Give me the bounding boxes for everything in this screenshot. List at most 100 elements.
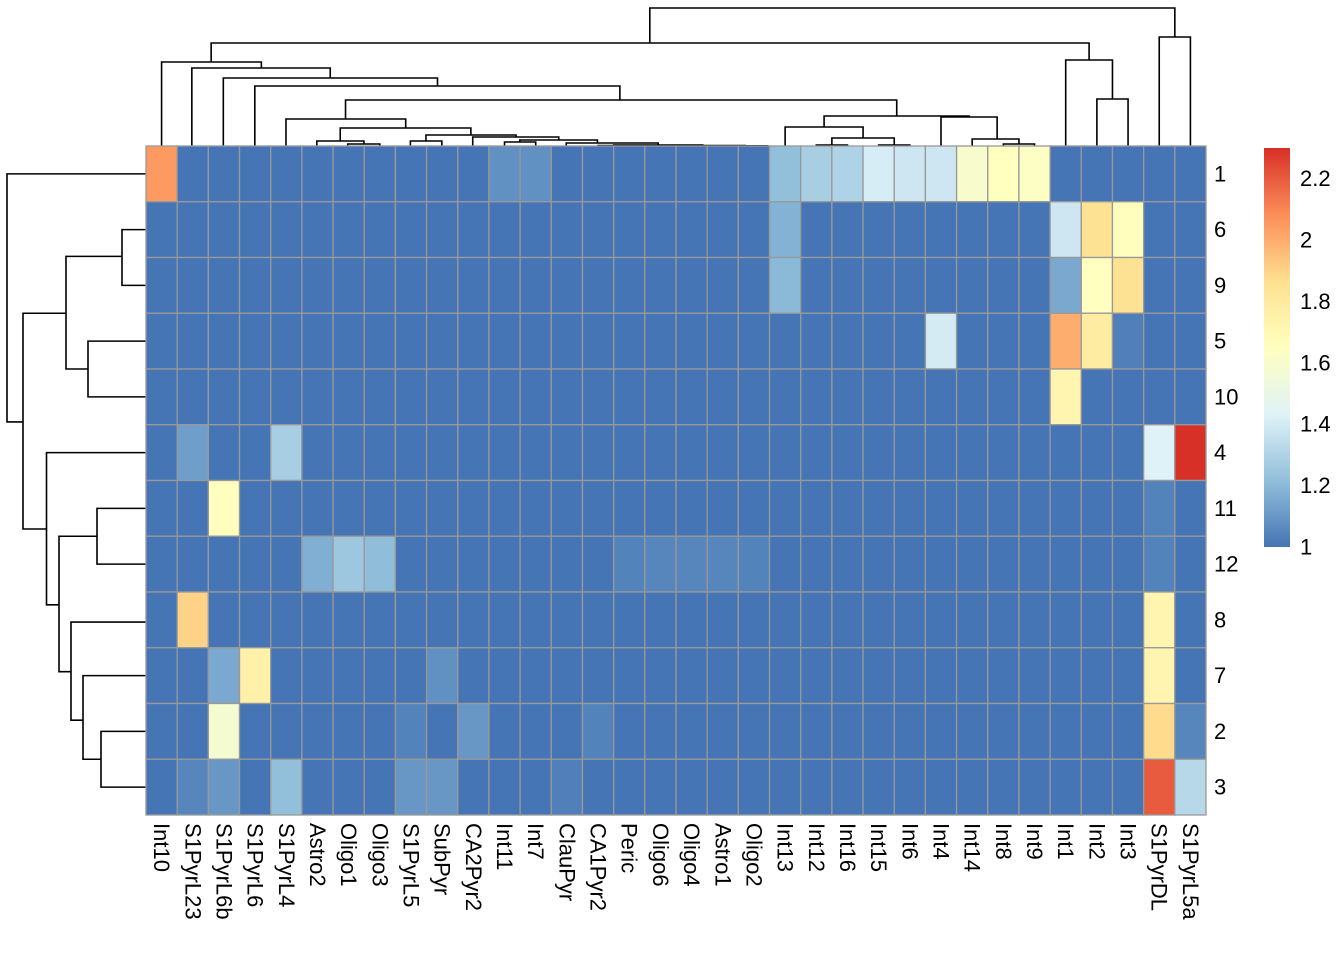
heatmap-cell (706, 758, 740, 816)
column-dendrogram-link (831, 137, 896, 145)
heatmap-cell (1049, 256, 1082, 314)
heatmap-cell (987, 145, 1020, 203)
column-label: Int15 (866, 823, 891, 872)
heatmap-cell (1111, 535, 1145, 593)
heatmap-cell (488, 312, 521, 370)
row-label: 5 (1214, 329, 1226, 354)
heatmap-cell (955, 535, 989, 593)
column-label: Int7 (523, 823, 548, 860)
row-label: 2 (1214, 719, 1226, 744)
heatmap-cell (301, 702, 334, 760)
heatmap-cell (1018, 368, 1051, 426)
heatmap-cell (457, 702, 490, 760)
row-dendrogram-link (96, 507, 146, 565)
row-label: 6 (1214, 217, 1226, 242)
column-dendrogram-link (346, 143, 381, 146)
row-label: 1 (1214, 161, 1226, 186)
heatmap-cell (363, 368, 397, 426)
heatmap-cell (1080, 256, 1114, 314)
heatmap-cell (394, 312, 428, 370)
row-label: 3 (1214, 775, 1226, 800)
heatmap-cell (924, 479, 958, 537)
column-dendrogram-link (1096, 98, 1129, 146)
heatmap-cell (394, 535, 428, 593)
heatmap-cell (145, 256, 178, 314)
heatmap-cell (800, 591, 833, 649)
heatmap-cell (1018, 201, 1051, 259)
heatmap-cell (768, 145, 802, 203)
heatmap-cell (332, 535, 365, 593)
heatmap-cell (612, 647, 646, 705)
heatmap-cell (425, 256, 459, 314)
heatmap-cell (145, 312, 178, 370)
column-label: Int2 (1084, 823, 1109, 860)
heatmap-cell (1142, 591, 1176, 649)
heatmap-cell (644, 201, 677, 259)
heatmap-cell (519, 256, 552, 314)
heatmap-cell (862, 368, 895, 426)
heatmap-cell (831, 702, 864, 760)
column-label: Int14 (960, 823, 985, 872)
heatmap-cell (550, 368, 584, 426)
heatmap-cell (363, 312, 397, 370)
heatmap-cell (176, 758, 210, 816)
heatmap-cell (394, 479, 428, 537)
heatmap-cell (1142, 702, 1176, 760)
heatmap-cell (1080, 424, 1114, 482)
column-dendrogram-link (784, 126, 864, 146)
heatmap-cell (1080, 201, 1114, 259)
heatmap-cell (1111, 591, 1145, 649)
heatmap-cell (768, 702, 802, 760)
heatmap-cell (924, 535, 958, 593)
heatmap-cell (737, 479, 771, 537)
heatmap-cell (270, 312, 303, 370)
heatmap-cell (238, 758, 272, 816)
heatmap-cell (612, 145, 646, 203)
heatmap-cell (644, 758, 677, 816)
column-dendrogram-link (471, 136, 560, 146)
heatmap-cell (425, 647, 459, 705)
heatmap-cell (238, 479, 272, 537)
heatmap-cell (550, 479, 584, 537)
heatmap-cell (924, 424, 958, 482)
heatmap-cell (519, 702, 552, 760)
heatmap-cell (768, 535, 802, 593)
row-label: 7 (1214, 663, 1226, 688)
column-dendrogram-link (940, 116, 998, 146)
heatmap-cell (332, 591, 365, 649)
column-labels: Int10 S1PyrL23 S1PyrL6b S1PyrL6 S1PyrL4 Astro… (149, 823, 1203, 920)
column-label: Int16 (835, 823, 860, 872)
heatmap-cell (176, 702, 210, 760)
heatmap-cell (457, 424, 490, 482)
heatmap-cell (457, 758, 490, 816)
heatmap-cell (363, 145, 397, 203)
heatmap-cell (1111, 256, 1145, 314)
row-dendrogram-link (70, 621, 146, 722)
heatmap-cell (332, 201, 365, 259)
heatmap-cell (831, 424, 864, 482)
heatmap-cell (831, 256, 864, 314)
column-label: Oligo6 (648, 823, 673, 887)
heatmap-cell (1174, 201, 1207, 259)
heatmap-cell (363, 702, 397, 760)
heatmap-cell (363, 424, 397, 482)
heatmap-cell (1142, 647, 1176, 705)
column-dendrogram-link (409, 140, 443, 146)
heatmap-cell (425, 702, 459, 760)
heatmap-cell (550, 702, 584, 760)
heatmap-cell (394, 591, 428, 649)
heatmap-cell (145, 145, 178, 203)
heatmap-cell (457, 368, 490, 426)
heatmap-cell (706, 424, 740, 482)
heatmap-cell (955, 368, 989, 426)
heatmap-cell (1080, 647, 1114, 705)
heatmap-cell (457, 201, 490, 259)
heatmap-cell (862, 424, 895, 482)
heatmap-cell (394, 256, 428, 314)
heatmap-cell (831, 368, 864, 426)
heatmap-cell (488, 479, 521, 537)
heatmap-cell (644, 368, 677, 426)
heatmap-cell (1111, 145, 1145, 203)
heatmap-cell (519, 535, 552, 593)
heatmap-cell (332, 758, 365, 816)
